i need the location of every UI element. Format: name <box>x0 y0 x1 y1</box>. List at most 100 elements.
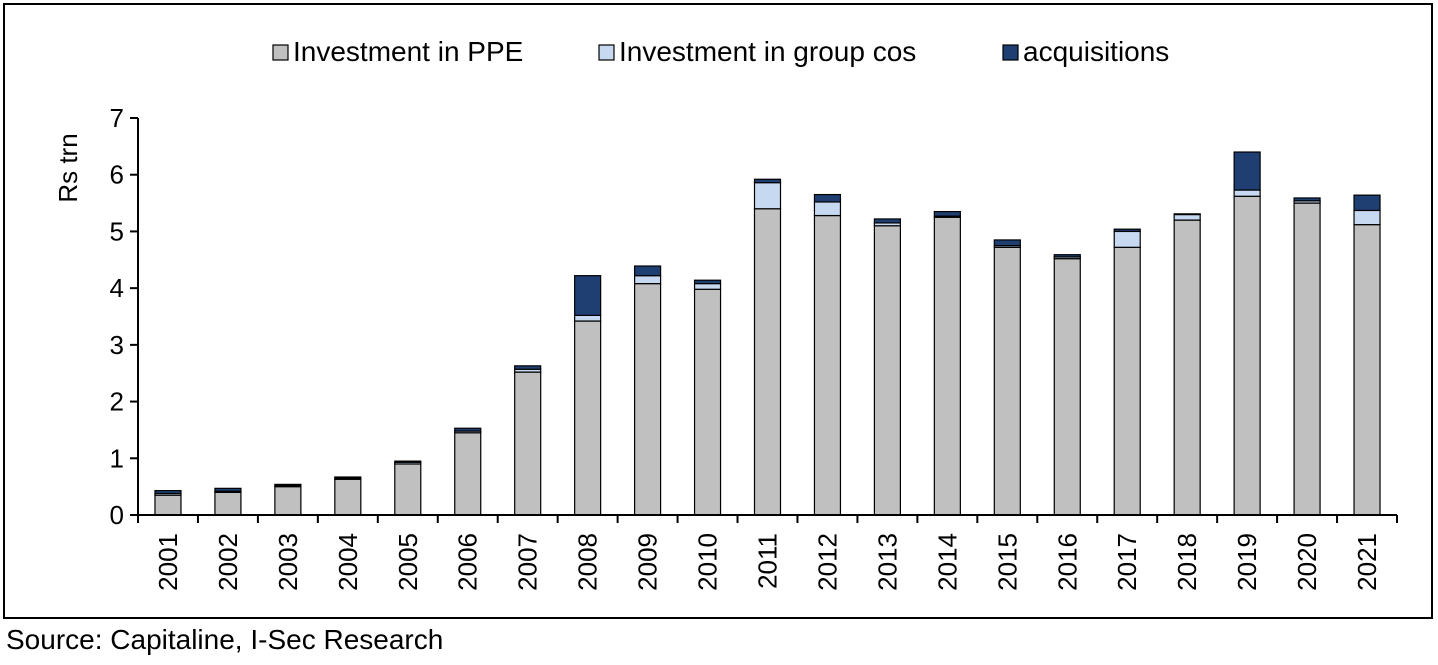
x-tick-label: 2018 <box>1172 533 1202 591</box>
bar-segment <box>1293 202 1321 516</box>
y-tick-label: 7 <box>110 103 124 133</box>
y-tick-label: 6 <box>110 160 124 190</box>
x-tick-label: 2021 <box>1352 533 1382 591</box>
bar-segment <box>454 432 482 516</box>
bar-stack-2004 <box>334 476 362 516</box>
bar-stack-2017 <box>1113 228 1141 516</box>
bar-segment <box>1353 209 1381 226</box>
y-axis-title: Rs trn <box>53 133 83 202</box>
bar-segment <box>214 487 242 492</box>
x-tick-label: 2016 <box>1052 533 1082 591</box>
bar-segment <box>1113 228 1141 233</box>
bar-segment <box>993 246 1021 516</box>
bar-segment <box>873 225 902 516</box>
bar-stack-2020 <box>1293 197 1321 516</box>
bar-stack-2005 <box>394 460 422 516</box>
legend: Investment in PPE Investment in group cos… <box>272 36 1169 67</box>
x-tick-label: 2003 <box>273 533 303 591</box>
bar-stack-2003 <box>274 483 302 516</box>
legend-label: Investment in group cos <box>619 36 916 67</box>
bar-segment <box>1293 197 1321 202</box>
bar-segment <box>274 486 302 516</box>
x-tick-label: 2020 <box>1292 533 1322 591</box>
bar-segment <box>813 214 842 516</box>
legend-item: acquisitions <box>1002 36 1169 67</box>
bar-segment <box>154 490 182 495</box>
x-tick-label: 2008 <box>573 533 603 591</box>
chart-frame: Investment in PPE Investment in group cos… <box>3 3 1433 619</box>
bar-segment <box>1233 195 1261 516</box>
y-tick-label: 5 <box>110 216 124 246</box>
bar-segment <box>334 476 362 479</box>
bar-segment <box>514 365 542 370</box>
legend-label: acquisitions <box>1023 36 1169 67</box>
bar-segment <box>1113 246 1141 516</box>
bar-segment <box>933 210 961 217</box>
x-tick-label: 2002 <box>213 533 243 591</box>
x-tick-label: 2010 <box>693 533 723 591</box>
stacked-bar-chart: Investment in PPE Investment in group cos… <box>53 36 1398 591</box>
bar-segment <box>1173 219 1201 516</box>
x-tick-label: 2009 <box>633 533 663 591</box>
x-tick-label: 2004 <box>333 533 363 591</box>
bar-stack-2021 <box>1353 194 1381 516</box>
bar-segment <box>334 478 362 516</box>
y-tick-label: 4 <box>110 273 124 303</box>
bar-segment <box>1053 258 1081 516</box>
bar-segment <box>394 460 422 463</box>
bar-segment <box>693 283 722 290</box>
x-tick-label: 2017 <box>1112 533 1142 591</box>
y-tick-label: 2 <box>110 387 124 417</box>
bar-stack-2013 <box>873 218 902 516</box>
source-note: Source: Capitaline, I-Sec Research <box>6 624 444 655</box>
x-tick-label: 2014 <box>932 533 962 591</box>
bar-segment <box>574 320 602 516</box>
bar-stack-2008 <box>574 275 602 516</box>
bar-segment <box>214 491 242 516</box>
x-tick-label: 2005 <box>393 533 423 591</box>
legend-swatch <box>272 44 289 61</box>
bar-stack-2012 <box>813 193 842 516</box>
legend-swatch <box>598 44 615 61</box>
x-tick-label: 2019 <box>1232 533 1262 591</box>
bar-segment <box>154 494 182 516</box>
bars <box>154 151 1381 516</box>
bar-segment <box>1353 194 1381 212</box>
bar-segment <box>1353 224 1381 516</box>
bar-segment <box>1173 213 1201 221</box>
bar-stack-2001 <box>154 490 182 516</box>
legend-item: Investment in PPE <box>272 36 523 67</box>
bar-segment <box>454 427 482 432</box>
bar-stack-2009 <box>633 265 662 516</box>
x-axis: 2001 2002 2003 2004 2005 2006 2007 2008 2009 2010… <box>137 514 1398 591</box>
bar-segment <box>693 279 722 285</box>
bar-stack-2011 <box>753 178 782 516</box>
bar-stack-2010 <box>693 279 722 516</box>
bar-segment <box>633 275 662 285</box>
bar-segment <box>633 283 662 516</box>
bar-segment <box>753 182 782 210</box>
x-tick-label: 2013 <box>872 533 902 591</box>
x-tick-label: 2011 <box>753 533 783 589</box>
bar-stack-2018 <box>1173 213 1201 516</box>
y-tick-label: 3 <box>110 330 124 360</box>
bar-stack-2007 <box>514 365 542 516</box>
bar-stack-2014 <box>933 210 961 516</box>
x-tick-label: 2015 <box>992 533 1022 591</box>
bar-segment <box>693 288 722 516</box>
y-axis: 0 1 2 3 4 5 6 7 <box>110 103 139 530</box>
bar-stack-2016 <box>1053 254 1081 516</box>
bar-segment <box>873 218 902 224</box>
y-tick-label: 0 <box>110 500 124 530</box>
legend-label: Investment in PPE <box>293 36 523 67</box>
bar-stack-2019 <box>1233 151 1261 516</box>
bar-segment <box>933 216 961 516</box>
bar-segment <box>1233 189 1261 197</box>
bar-segment <box>394 463 422 516</box>
bar-segment <box>813 201 842 217</box>
x-tick-label: 2001 <box>153 533 183 591</box>
bar-segment <box>813 193 842 203</box>
bar-segment <box>993 239 1021 247</box>
bar-stack-2006 <box>454 427 482 516</box>
bar-segment <box>753 208 782 516</box>
